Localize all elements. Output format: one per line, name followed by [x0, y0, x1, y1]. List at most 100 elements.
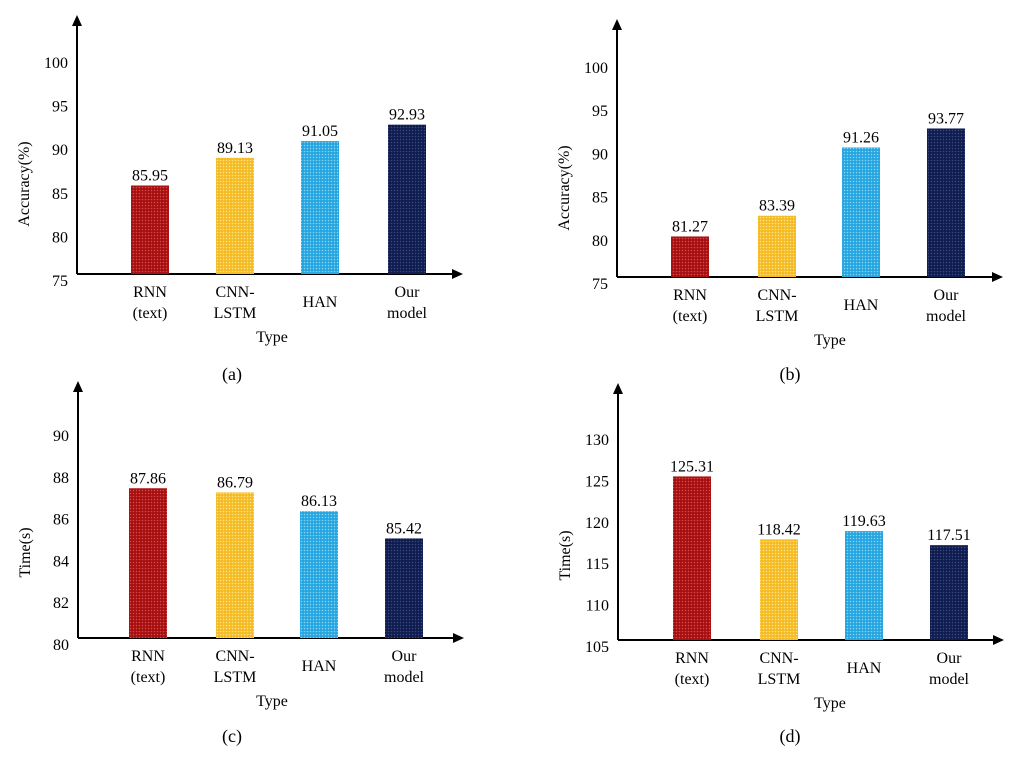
bar [385, 538, 423, 638]
category-label: Our [395, 284, 421, 301]
bar [129, 488, 167, 638]
category-label: CNN- [215, 284, 254, 301]
y-axis-title: Time(s) [17, 527, 34, 577]
subfigure-caption: (a) [222, 364, 242, 385]
category-label: LSTM [214, 669, 257, 686]
y-tick-label: 75 [52, 273, 68, 290]
data-label: 85.95 [132, 168, 168, 185]
category-label: CNN- [215, 648, 254, 665]
x-axis-title: Type [256, 693, 288, 710]
data-label: 89.13 [217, 140, 253, 157]
category-label: (text) [675, 671, 710, 688]
x-axis-arrow [453, 633, 464, 643]
y-tick-label: 130 [585, 432, 609, 449]
category-label: HAN [844, 297, 879, 314]
category-label: model [929, 671, 970, 688]
y-tick-label: 82 [53, 595, 69, 612]
bar [842, 147, 880, 277]
chart-b: 75 80 85 90 95 100 Accuracy(%) 81.27 RNN (text) 83… [556, 19, 1003, 385]
data-label: 81.27 [672, 218, 708, 235]
data-label: 118.42 [757, 521, 800, 538]
data-label: 86.13 [301, 493, 337, 510]
y-tick-label: 88 [53, 470, 69, 487]
data-label: 83.39 [759, 198, 795, 215]
bar [673, 476, 711, 640]
data-label: 91.05 [302, 123, 338, 140]
y-tick-label: 95 [592, 103, 608, 120]
data-label: 85.42 [386, 520, 422, 537]
x-axis-arrow [993, 635, 1004, 645]
chart-c: 80 82 84 86 88 90 Time(s) 87.86 RNN (text) 86.79 CN… [17, 381, 464, 747]
y-tick-label: 125 [585, 473, 609, 490]
x-axis-arrow [992, 272, 1003, 282]
y-tick-label: 90 [53, 428, 69, 445]
y-tick-label: 84 [53, 553, 69, 570]
y-axis-arrow [613, 383, 623, 394]
bar [930, 545, 968, 640]
bar [131, 185, 169, 274]
category-label: HAN [302, 658, 337, 675]
data-label: 125.31 [670, 458, 714, 475]
data-label: 86.79 [217, 474, 253, 491]
bar [216, 492, 254, 638]
data-label: 91.26 [843, 129, 879, 146]
y-axis-arrow [72, 15, 82, 26]
category-label: CNN- [757, 287, 796, 304]
y-tick-label: 80 [592, 233, 608, 250]
category-label: Our [934, 287, 960, 304]
category-label: (text) [131, 669, 166, 686]
y-tick-label: 80 [53, 637, 69, 654]
category-label: model [387, 305, 428, 322]
y-tick-label: 105 [585, 639, 609, 656]
y-tick-label: 120 [585, 515, 609, 532]
chart-d: 105 110 115 120 125 130 Time(s) 125.31 RNN (text)… [557, 383, 1004, 747]
category-label: RNN [675, 650, 709, 667]
x-axis-title: Type [814, 695, 846, 712]
y-tick-label: 80 [52, 229, 68, 246]
category-label: LSTM [758, 671, 801, 688]
y-axis-title: Accuracy(%) [16, 141, 33, 226]
bar [760, 539, 798, 640]
bar [758, 215, 796, 277]
category-label: LSTM [756, 308, 799, 325]
y-tick-label: 75 [592, 276, 608, 293]
category-label: Our [937, 650, 963, 667]
data-label: 93.77 [928, 110, 964, 127]
bar [845, 531, 883, 640]
category-label: HAN [303, 294, 338, 311]
category-label: Our [392, 648, 418, 665]
category-label: RNN [673, 287, 707, 304]
y-tick-label: 95 [52, 99, 68, 116]
y-axis-title: Accuracy(%) [556, 145, 573, 230]
y-tick-label: 100 [584, 60, 608, 77]
bar [671, 236, 709, 277]
data-label: 87.86 [130, 470, 166, 487]
bar [388, 124, 426, 275]
category-label: RNN [131, 648, 165, 665]
y-tick-label: 85 [592, 190, 608, 207]
chart-a: 75 80 85 90 95 100 Accuracy(%) 85.95 RNN (text) 89… [16, 15, 463, 385]
y-tick-label: 100 [44, 55, 68, 72]
y-axis-title: Time(s) [557, 530, 574, 580]
category-label: (text) [133, 305, 168, 322]
y-tick-label: 110 [586, 598, 609, 615]
bar [300, 511, 338, 638]
category-label: CNN- [759, 650, 798, 667]
data-label: 92.93 [389, 107, 425, 124]
bar [216, 157, 254, 274]
y-tick-label: 90 [52, 142, 68, 159]
bar [301, 141, 339, 274]
bar [927, 128, 965, 277]
category-label: RNN [133, 284, 167, 301]
subfigure-caption: (b) [780, 364, 801, 385]
y-tick-label: 85 [52, 186, 68, 203]
category-label: LSTM [214, 305, 257, 322]
category-label: HAN [847, 660, 882, 677]
x-axis-title: Type [814, 332, 846, 349]
category-label: (text) [673, 308, 708, 325]
category-label: model [384, 669, 425, 686]
data-label: 117.51 [927, 527, 970, 544]
y-tick-label: 90 [592, 146, 608, 163]
subfigure-caption: (d) [780, 726, 801, 747]
